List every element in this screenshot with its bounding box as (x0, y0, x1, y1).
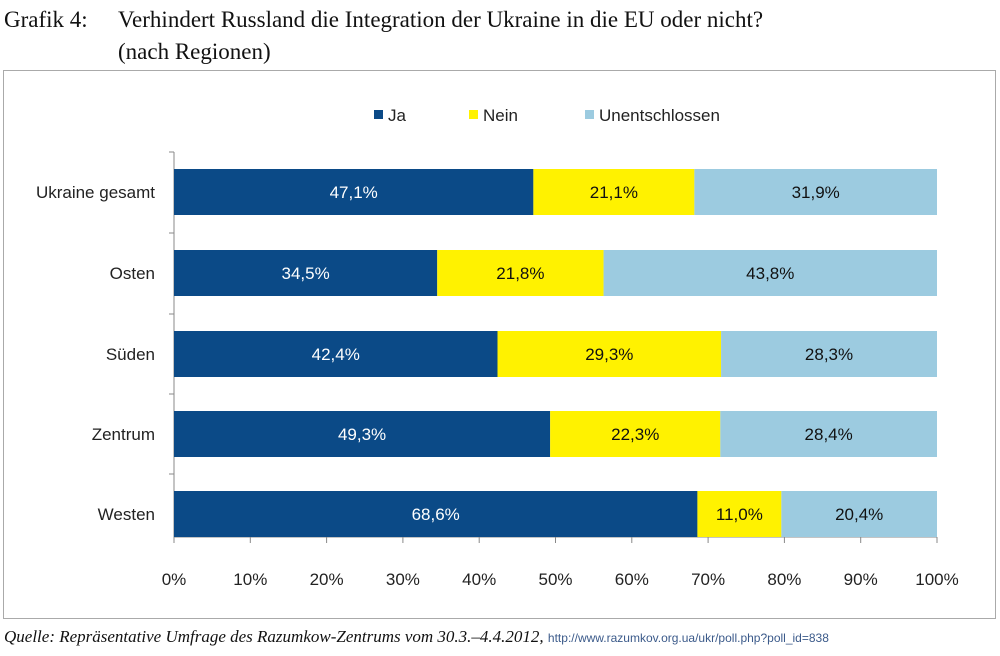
category-label: Zentrum (92, 425, 155, 444)
bar-segment-nein (497, 331, 722, 377)
bar-segment-ja (174, 331, 498, 377)
legend-swatch-nein (469, 110, 478, 119)
x-tick-label: 100% (915, 570, 958, 589)
bar-segment-unentschlossen (721, 331, 937, 377)
data-label-nein: 21,1% (590, 183, 638, 202)
data-label-unentschlossen: 20,4% (835, 505, 883, 524)
bar-segment-unentschlossen (720, 411, 937, 457)
title-line-2: (nach Regionen) (118, 39, 271, 64)
x-tick-label: 70% (691, 570, 725, 589)
category-label: Süden (106, 345, 155, 364)
data-label-nein: 21,8% (496, 264, 544, 283)
x-tick-label: 10% (233, 570, 267, 589)
bar-segment-ja (174, 250, 438, 296)
x-tick-label: 20% (310, 570, 344, 589)
x-tick-label: 30% (386, 570, 420, 589)
source-note: Quelle: Repräsentative Umfrage des Razum… (4, 627, 829, 647)
source-text: Quelle: Repräsentative Umfrage des Razum… (4, 627, 544, 646)
chart-frame (3, 70, 996, 619)
legend-swatch-ja (374, 110, 383, 119)
x-tick-label: 60% (615, 570, 649, 589)
data-label-nein: 22,3% (611, 425, 659, 444)
x-tick-label: 80% (767, 570, 801, 589)
source-link[interactable]: http://www.razumkov.org.ua/ukr/poll.php?… (547, 631, 829, 645)
data-label-ja: 42,4% (312, 345, 360, 364)
bar-segment-ja (174, 169, 534, 215)
x-tick-label: 40% (462, 570, 496, 589)
data-label-nein: 29,3% (585, 345, 633, 364)
figure-number: Grafik 4: (4, 7, 88, 32)
data-label-ja: 49,3% (338, 425, 386, 444)
bar-segment-ja (174, 491, 698, 537)
data-label-nein: 11,0% (716, 505, 763, 524)
category-label: Ukraine gesamt (36, 183, 155, 202)
title-line-1: Verhindert Russland die Integration der … (118, 7, 764, 32)
x-tick-label: 0% (162, 570, 187, 589)
legend-label-nein: Nein (483, 106, 518, 125)
data-label-unentschlossen: 31,9% (792, 183, 840, 202)
data-label-ja: 34,5% (282, 264, 330, 283)
bar-segment-nein (550, 411, 721, 457)
legend-swatch-unentschlossen (585, 110, 594, 119)
legend-label-ja: Ja (388, 106, 407, 125)
data-label-unentschlossen: 43,8% (746, 264, 794, 283)
bar-segment-nein (697, 491, 782, 537)
data-label-ja: 47,1% (330, 183, 378, 202)
legend-label-unentschlossen: Unentschlossen (599, 106, 720, 125)
bar-segment-unentschlossen (781, 491, 937, 537)
chart-title: Grafik 4: Verhindert Russland die Integra… (4, 4, 763, 68)
category-label: Westen (98, 505, 155, 524)
bar-segment-ja (174, 411, 551, 457)
bar-segment-unentschlossen (603, 250, 937, 296)
x-tick-label: 50% (538, 570, 572, 589)
category-label: Osten (110, 264, 155, 283)
bar-segment-nein (533, 169, 695, 215)
data-label-ja: 68,6% (412, 505, 460, 524)
bar-segment-unentschlossen (694, 169, 937, 215)
bar-segment-nein (437, 250, 604, 296)
data-label-unentschlossen: 28,3% (805, 345, 853, 364)
data-label-unentschlossen: 28,4% (805, 425, 853, 444)
x-tick-label: 90% (844, 570, 878, 589)
